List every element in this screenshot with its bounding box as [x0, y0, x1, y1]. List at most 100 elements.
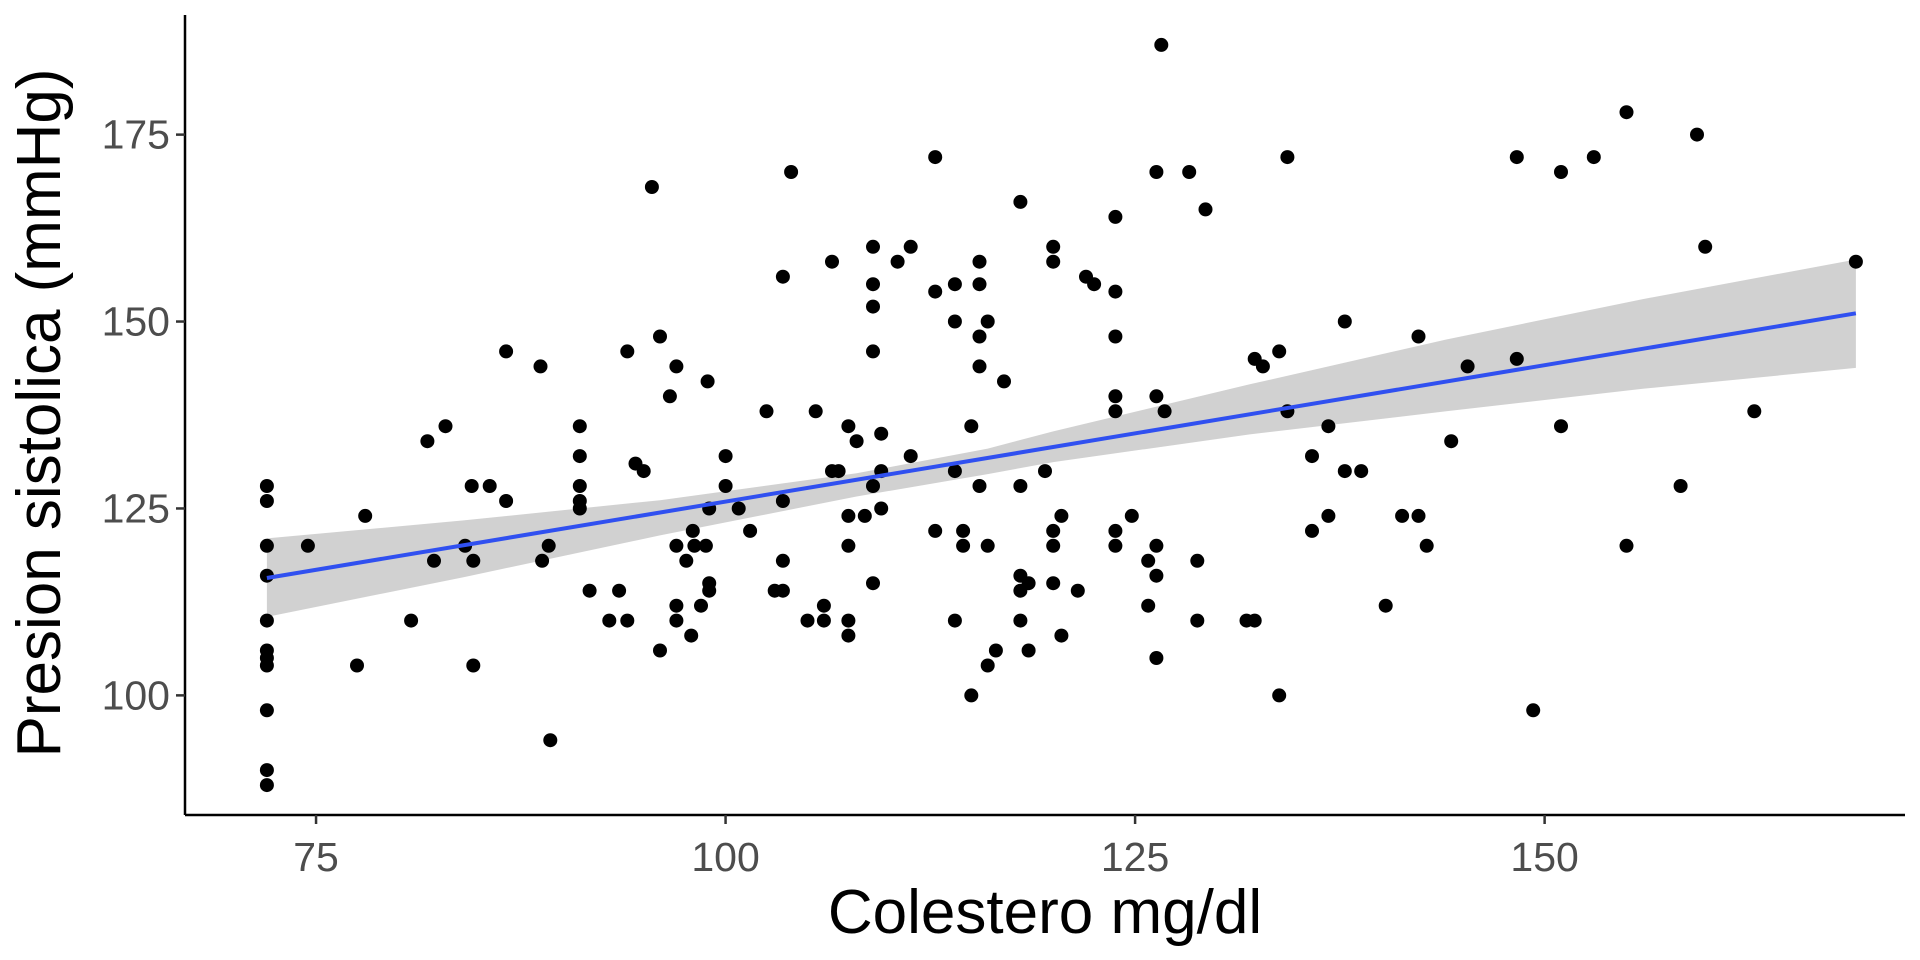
data-point: [841, 508, 856, 523]
data-point: [947, 277, 962, 292]
data-point: [988, 643, 1003, 658]
data-point: [572, 449, 587, 464]
data-point: [1108, 523, 1123, 538]
data-point: [1190, 613, 1205, 628]
data-point: [300, 538, 315, 553]
data-point: [572, 501, 587, 516]
data-point: [572, 479, 587, 493]
data-point: [543, 733, 558, 748]
confidence-band-layer: [266, 259, 1856, 617]
data-point: [662, 389, 677, 404]
data-point: [866, 239, 880, 254]
data-point: [1619, 538, 1634, 553]
data-point: [1054, 508, 1069, 523]
data-point: [653, 329, 667, 344]
data-point: [1337, 464, 1352, 479]
data-point: [1013, 479, 1028, 493]
data-point: [1157, 404, 1172, 419]
data-point: [1046, 239, 1061, 254]
data-point: [743, 523, 758, 538]
data-point: [1419, 538, 1434, 553]
data-point: [1411, 508, 1426, 523]
data-point: [1747, 404, 1762, 419]
data-point: [1149, 651, 1164, 665]
data-point: [866, 479, 880, 493]
data-point: [1280, 150, 1295, 165]
axes-layer: [183, 15, 1905, 817]
data-point: [438, 419, 453, 434]
data-point: [972, 359, 987, 374]
data-point: [1411, 329, 1426, 344]
data-point: [956, 523, 971, 538]
data-point: [841, 613, 856, 628]
data-point: [775, 269, 790, 284]
data-point: [775, 583, 790, 598]
data-point: [644, 180, 659, 194]
y-tick-label: 175: [102, 112, 170, 158]
data-point: [866, 299, 880, 314]
data-point: [1509, 150, 1524, 165]
data-point: [620, 344, 635, 359]
data-point: [1272, 344, 1287, 359]
data-point: [1698, 239, 1713, 254]
data-points-layer: [259, 37, 1863, 793]
y-tick-label: 100: [102, 672, 170, 718]
data-point: [980, 658, 995, 673]
data-point: [997, 374, 1011, 389]
data-point: [1149, 165, 1164, 179]
data-point: [800, 613, 815, 628]
data-point: [358, 508, 373, 523]
data-point: [775, 494, 790, 508]
data-point: [972, 329, 987, 344]
data-point: [972, 277, 987, 292]
data-point: [718, 449, 733, 464]
data-point: [1046, 538, 1061, 553]
data-point: [572, 419, 587, 434]
data-point: [947, 613, 962, 628]
data-point: [1305, 523, 1319, 538]
data-point: [874, 426, 889, 441]
data-point: [1554, 419, 1568, 434]
data-point: [1013, 613, 1028, 628]
data-point: [620, 613, 635, 628]
data-point: [775, 553, 790, 568]
data-point: [1021, 643, 1036, 658]
data-point: [1149, 568, 1164, 583]
data-point: [964, 688, 979, 703]
data-point: [259, 538, 274, 553]
data-point: [259, 778, 274, 793]
data-point: [1586, 150, 1601, 165]
data-point: [1321, 508, 1336, 523]
data-point: [464, 479, 479, 493]
data-point: [612, 583, 627, 598]
data-point: [1190, 553, 1205, 568]
data-point: [947, 314, 962, 329]
data-point: [980, 314, 995, 329]
data-point: [259, 703, 274, 718]
data-point: [653, 643, 667, 658]
data-point: [482, 479, 497, 493]
data-point: [259, 643, 274, 658]
data-point: [964, 419, 979, 434]
data-point: [972, 254, 987, 269]
data-point: [259, 494, 274, 508]
data-point: [947, 464, 962, 479]
data-point: [499, 344, 514, 359]
data-point: [1108, 538, 1123, 553]
data-point: [702, 583, 717, 598]
data-point: [759, 404, 774, 419]
data-point: [533, 359, 548, 374]
data-point: [903, 239, 918, 254]
data-point: [1182, 165, 1197, 179]
data-point: [669, 538, 684, 553]
data-point: [1108, 329, 1123, 344]
y-tick-label: 150: [102, 299, 170, 345]
data-point: [1087, 277, 1102, 292]
data-point: [602, 613, 617, 628]
data-point: [874, 501, 889, 516]
data-point: [928, 284, 943, 299]
data-point: [1070, 583, 1085, 598]
data-point: [350, 658, 364, 673]
data-point: [1054, 628, 1069, 643]
